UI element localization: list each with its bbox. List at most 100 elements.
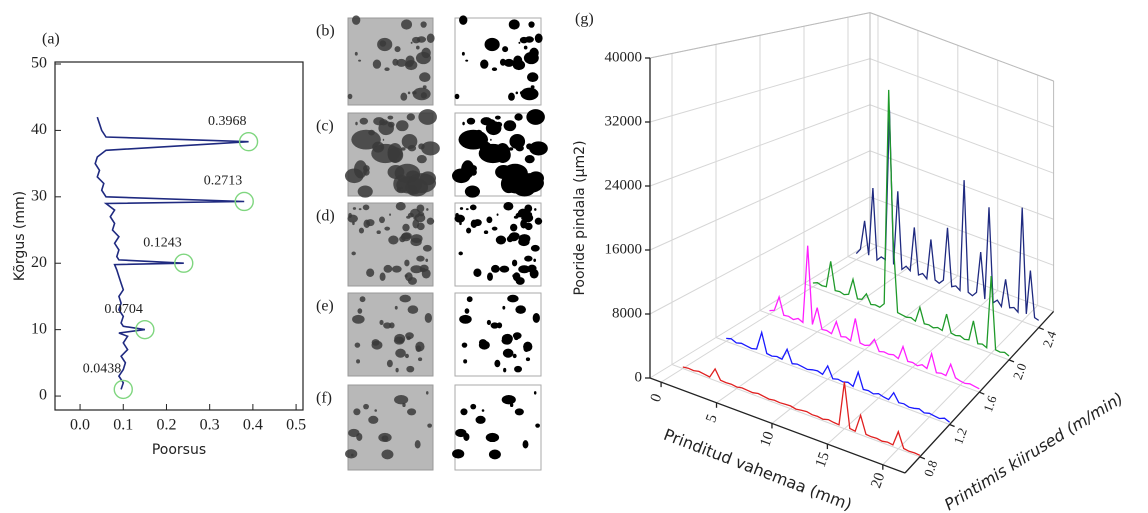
y-tick-label: 40 (31, 121, 47, 138)
pore (470, 403, 477, 410)
pore (395, 202, 406, 211)
grid-line (882, 75, 1039, 466)
pore (394, 394, 409, 405)
pore (399, 294, 411, 303)
pore (401, 147, 406, 151)
pore (533, 258, 537, 262)
peak-annotation: 0.2713 (204, 174, 243, 189)
pore (529, 268, 539, 279)
pore (514, 113, 523, 121)
pore (355, 121, 358, 126)
pore (379, 216, 385, 224)
x-tick-label: 20 (868, 471, 888, 491)
pore (347, 93, 353, 100)
y-tick (1008, 359, 1015, 363)
pore (461, 51, 465, 56)
pore (405, 55, 415, 66)
pore (515, 277, 525, 285)
pore (494, 115, 501, 120)
pore (352, 314, 365, 324)
pore (496, 322, 503, 329)
pore (465, 59, 469, 62)
binary-image (452, 109, 548, 198)
pore (353, 408, 361, 416)
pore (376, 230, 381, 235)
pore (489, 436, 492, 440)
pore (524, 36, 534, 43)
pore (509, 223, 518, 232)
panel-label: (e) (316, 298, 334, 315)
plot-frame (54, 61, 304, 411)
peak-annotation: 0.0438 (83, 362, 122, 377)
pore (422, 244, 432, 252)
panel-label: (a) (42, 31, 60, 48)
pore (366, 268, 375, 278)
pore (354, 51, 358, 56)
pore (404, 259, 410, 267)
micrograph (347, 292, 434, 377)
pore (508, 147, 514, 151)
pore (478, 340, 490, 350)
pore (356, 432, 363, 441)
pore (502, 163, 528, 183)
pore (523, 45, 528, 50)
peak-marker (113, 379, 133, 400)
pore (395, 348, 406, 358)
pore (491, 226, 498, 231)
peak-marker (234, 191, 254, 212)
binary-image (454, 202, 543, 287)
pore (421, 141, 440, 156)
grid-line (759, 35, 980, 393)
pore (532, 312, 540, 323)
pore (394, 46, 401, 53)
pore (509, 133, 526, 149)
pore (522, 440, 529, 449)
pore (414, 440, 421, 449)
pore (362, 204, 370, 211)
pore (503, 367, 507, 373)
x-axis-title: Poorsus (152, 442, 206, 458)
pore (524, 255, 533, 262)
pore (416, 204, 425, 213)
peak-marker (238, 131, 259, 152)
pore (508, 19, 520, 30)
pore (391, 265, 402, 273)
series-line (682, 366, 921, 456)
x-tick-label: 0.5 (286, 417, 306, 434)
pore (523, 341, 533, 352)
pore (414, 213, 426, 223)
panel-label: (d) (316, 208, 335, 225)
peak-annotation: 0.3968 (208, 114, 247, 129)
peak-marker (174, 253, 194, 273)
pore (416, 154, 427, 164)
pore (480, 117, 493, 126)
pore (425, 391, 429, 395)
pore (495, 235, 507, 245)
z-axis-title: Pooride pindala (μm2) (572, 140, 588, 295)
pore (407, 277, 417, 285)
pore (463, 359, 468, 364)
pore (418, 109, 437, 125)
pore (357, 185, 373, 198)
peak-annotation: 0.1243 (143, 235, 182, 250)
pore (486, 319, 491, 326)
micrograph (345, 384, 434, 471)
pore (358, 59, 362, 62)
pore (416, 255, 425, 262)
panel-label: (c) (316, 118, 334, 135)
pore (459, 207, 464, 210)
pore (419, 171, 437, 186)
pore (491, 264, 500, 273)
z-tick-label: 32000 (605, 113, 643, 129)
pore (421, 47, 431, 59)
pore (459, 221, 462, 226)
y-tick-label: 1.2 (950, 426, 970, 446)
pore (473, 268, 482, 278)
pore (402, 223, 410, 232)
pore (395, 120, 409, 132)
y-tick-label: 1.6 (980, 393, 1000, 414)
pore (420, 21, 427, 28)
pore (526, 109, 545, 125)
pore (425, 258, 429, 262)
pore (524, 154, 535, 164)
